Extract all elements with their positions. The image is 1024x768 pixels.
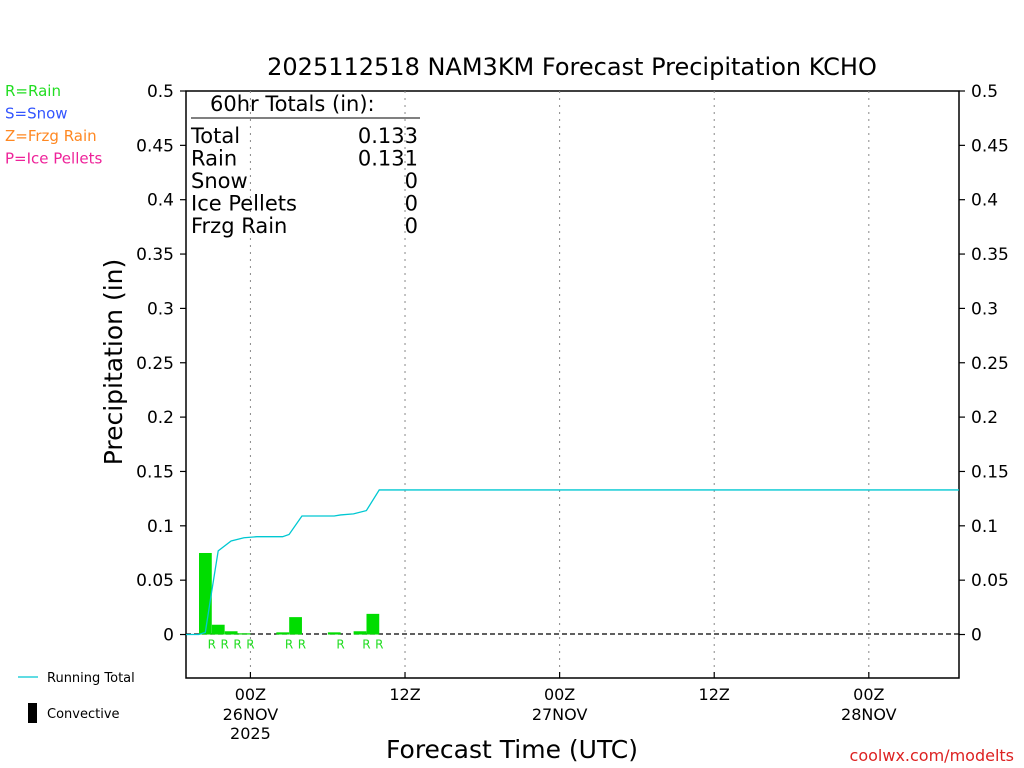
y-tick-label-right: 0.2 — [971, 408, 998, 428]
precip-bar — [237, 633, 251, 635]
plot-frame — [185, 90, 960, 679]
totals-row-label: Ice Pellets — [191, 192, 297, 216]
totals-row-value: 0 — [405, 214, 418, 238]
totals-box: 60hr Totals (in): Total 0.133 Rain 0.131 Sno… — [190, 92, 420, 238]
y-tick-label-right: 0.45 — [971, 136, 1009, 156]
x-tick-date: 26NOV — [223, 705, 279, 724]
precip-bar — [289, 617, 302, 635]
y-axis-label: Precipitation (in) — [99, 259, 128, 466]
y-tick-label: 0.2 — [147, 408, 174, 428]
chart-title: 2025112518 NAM3KM Forecast Precipitation… — [267, 53, 877, 81]
precip-type-label: R — [285, 638, 293, 652]
series-legend: Running Total Convective — [18, 671, 135, 723]
y-tick-label-right: 0 — [971, 626, 982, 646]
source-credit: coolwx.com/modelts — [850, 746, 1014, 765]
x-tick-label: 12Z — [389, 685, 420, 704]
y-tick-label-right: 0.4 — [971, 191, 998, 211]
totals-row-value: 0.131 — [358, 147, 418, 171]
y-tick-label-right: 0.25 — [971, 354, 1009, 374]
y-tick-label: 0.05 — [136, 571, 174, 591]
precip-type-label: R — [298, 638, 306, 652]
totals-row-label: Frzg Rain — [191, 214, 287, 238]
precip-bar — [366, 613, 380, 635]
x-tick-date: 27NOV — [532, 705, 588, 724]
y-tick-label: 0 — [163, 626, 174, 646]
precip-type-label: R — [362, 638, 370, 652]
x-tick-date: 28NOV — [841, 705, 897, 724]
totals-row-value: 0.133 — [358, 124, 418, 148]
y-tick-label-right: 0.3 — [971, 299, 998, 319]
y-tick-label: 0.4 — [147, 191, 174, 211]
x-tick-label: 12Z — [699, 685, 730, 704]
precip-legend-item: S=Snow — [5, 105, 68, 123]
precip-type-label: R — [208, 638, 216, 652]
convective-legend-swatch — [28, 703, 37, 723]
precip-bar — [199, 552, 212, 635]
y-tick-label: 0.5 — [147, 82, 174, 102]
y-tick-label-right: 0.5 — [971, 82, 998, 102]
y-axis-left: 0.5 0.45 0.4 0.35 0.3 0.25 0.2 0.15 0.1 0.05 0 — [136, 82, 186, 646]
running-total-legend-label: Running Total — [47, 671, 135, 686]
totals-row-label: Total — [190, 124, 240, 148]
precip-bar — [276, 632, 290, 635]
y-tick-label-right: 0.05 — [971, 571, 1009, 591]
precip-bars — [199, 552, 380, 635]
y-tick-label: 0.15 — [136, 462, 174, 482]
precip-type-label: R — [246, 638, 254, 652]
totals-row-value: 0 — [405, 192, 418, 216]
x-tick-label: 00Z — [853, 685, 884, 704]
precip-bar — [211, 624, 225, 635]
precip-type-label: R — [375, 638, 383, 652]
precip-type-label: R — [336, 638, 344, 652]
vertical-gridlines — [249, 91, 870, 678]
precip-bar — [327, 632, 341, 635]
y-tick-label: 0.1 — [147, 517, 174, 537]
totals-rows: Total 0.133 Rain 0.131 Snow 0 Ice Pellets 0 Frzg… — [190, 124, 418, 238]
precip-legend-item: R=Rain — [5, 82, 61, 100]
y-axis-right: 0.5 0.45 0.4 0.35 0.3 0.25 0.2 0.15 0.1 0.05 0 — [959, 82, 1009, 646]
y-tick-label-right: 0.35 — [971, 245, 1009, 265]
x-axis-label: Forecast Time (UTC) — [386, 735, 638, 764]
y-tick-label: 0.25 — [136, 354, 174, 374]
precip-type-legend: R=Rain S=Snow Z=Frzg Rain P=Ice Pellets — [5, 82, 102, 168]
y-tick-label-right: 0.15 — [971, 462, 1009, 482]
totals-header: 60hr Totals (in): — [210, 92, 375, 116]
totals-row-label: Snow — [191, 169, 248, 193]
y-tick-label: 0.3 — [147, 299, 174, 319]
x-tick-year: 2025 — [230, 724, 271, 743]
totals-row-label: Rain — [191, 147, 237, 171]
convective-legend-label: Convective — [47, 707, 120, 722]
y-tick-label-right: 0.1 — [971, 517, 998, 537]
precip-legend-item: P=Ice Pellets — [5, 150, 102, 168]
precip-type-label: R — [220, 638, 228, 652]
precip-bar — [353, 631, 367, 635]
precip-type-label: R — [233, 638, 241, 652]
precip-bar — [224, 631, 238, 635]
x-tick-label: 00Z — [235, 685, 266, 704]
running-total-line — [186, 489, 959, 636]
x-tick-label: 00Z — [544, 685, 575, 704]
totals-row-value: 0 — [405, 169, 418, 193]
precip-legend-item: Z=Frzg Rain — [5, 127, 97, 145]
y-tick-label: 0.35 — [136, 245, 174, 265]
y-tick-label: 0.45 — [136, 136, 174, 156]
